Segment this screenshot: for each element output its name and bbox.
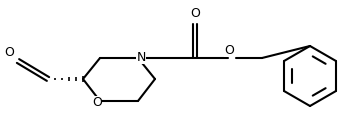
Text: O: O: [92, 96, 102, 109]
Text: O: O: [190, 7, 200, 20]
Text: O: O: [224, 44, 234, 57]
Text: O: O: [4, 46, 14, 59]
Text: N: N: [136, 51, 146, 64]
